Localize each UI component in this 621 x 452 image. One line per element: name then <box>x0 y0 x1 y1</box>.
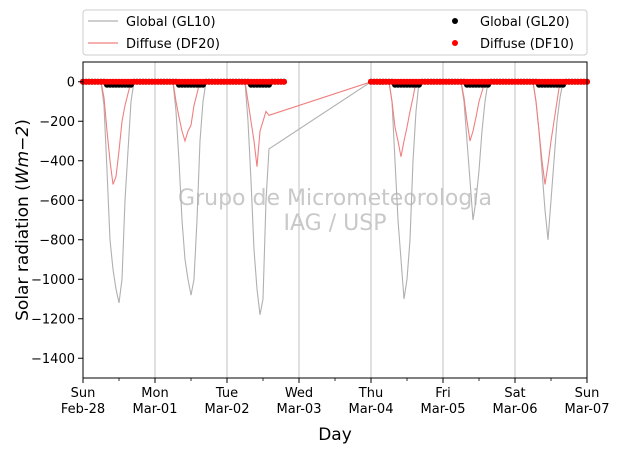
legend-label-diffuse-df20: Diffuse (DF20) <box>126 37 220 52</box>
x-tick-label-date: Mar-06 <box>493 402 538 417</box>
series-layer <box>80 78 590 315</box>
x-tick-label-day: Sun <box>575 386 600 401</box>
x-tick-label-day: Sun <box>71 386 96 401</box>
x-tick-label-date: Feb-28 <box>61 402 105 417</box>
watermark-line-2: IAG / USP <box>284 211 387 236</box>
y-axis-label-close: ) <box>13 119 33 126</box>
grid-layer <box>82 62 588 378</box>
x-tick-label-date: Mar-01 <box>133 402 178 417</box>
y-axis-label-unit: Wm−2 <box>13 126 33 184</box>
legend-label-global-gl20: Global (GL20) <box>480 15 570 30</box>
x-tick-label-date: Mar-05 <box>421 402 466 417</box>
y-axis-label-main: Solar radiation ( <box>13 184 33 321</box>
watermark: Grupo de Micrometeorologia IAG / USP <box>178 186 492 236</box>
x-tick-label-date: Mar-07 <box>565 402 610 417</box>
legend-label-global-gl10: Global (GL10) <box>126 15 216 30</box>
series-dots-diffuse-df10 <box>281 78 287 85</box>
x-tick-label-date: Mar-03 <box>277 402 322 417</box>
x-axis-label: Day <box>318 425 352 445</box>
series-line-diffuse-df20 <box>83 81 587 185</box>
x-tick-label-day: Thu <box>358 386 383 401</box>
legend-frame <box>82 9 588 56</box>
legend-dot-global-gl20 <box>452 18 458 24</box>
legend: Global (GL10) Diffuse (DF20) Global (GL2… <box>82 9 588 56</box>
axis-layer: SunFeb-28MonMar-01TueMar-02WedMar-03ThuM… <box>31 75 609 417</box>
y-tick-label: 0 <box>67 75 75 90</box>
x-tick-label-day: Wed <box>285 386 313 401</box>
x-tick-label-day: Fri <box>435 386 451 401</box>
y-tick-label: −1200 <box>31 312 75 327</box>
y-tick-label: −800 <box>39 233 75 248</box>
x-tick-label-day: Sat <box>504 386 525 401</box>
y-tick-label: −1000 <box>31 273 75 288</box>
legend-label-diffuse-df10: Diffuse (DF10) <box>480 37 574 52</box>
x-tick-label-day: Tue <box>215 386 238 401</box>
y-axis-label: Solar radiation (Wm−2) <box>13 119 33 321</box>
x-tick-label-day: Mon <box>141 386 168 401</box>
y-tick-label: −1400 <box>31 352 75 367</box>
watermark-line-1: Grupo de Micrometeorologia <box>178 186 492 211</box>
legend-dot-diffuse-df10 <box>452 40 458 46</box>
y-tick-label: −400 <box>39 154 75 169</box>
y-tick-label: −600 <box>39 194 75 209</box>
x-tick-label-date: Mar-02 <box>205 402 250 417</box>
y-tick-label: −200 <box>39 115 75 130</box>
x-tick-label-date: Mar-04 <box>349 402 394 417</box>
